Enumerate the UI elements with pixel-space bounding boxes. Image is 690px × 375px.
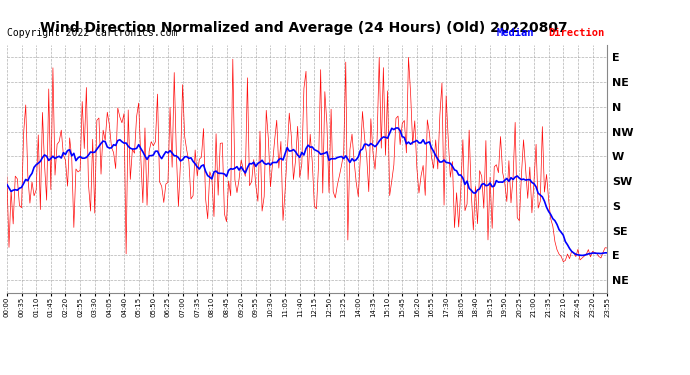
Text: Median: Median xyxy=(497,28,534,38)
Text: Wind Direction Normalized and Average (24 Hours) (Old) 20220807: Wind Direction Normalized and Average (2… xyxy=(40,21,567,34)
Text: Direction: Direction xyxy=(549,28,605,38)
Text: Copyright 2022 Cartronics.com: Copyright 2022 Cartronics.com xyxy=(7,28,177,38)
